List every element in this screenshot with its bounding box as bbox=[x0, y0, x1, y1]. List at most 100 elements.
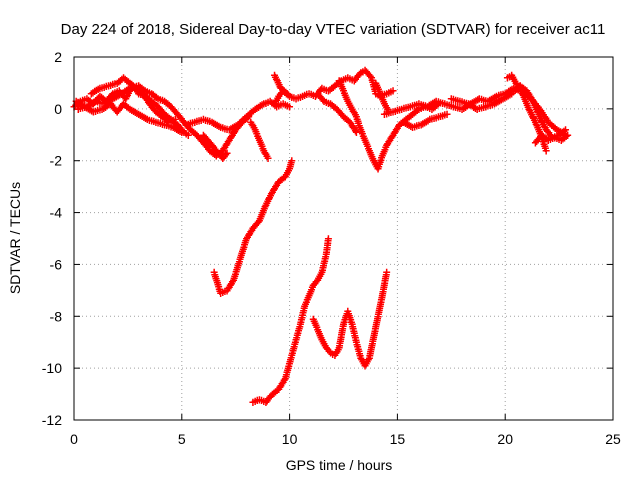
data-point: + bbox=[527, 92, 535, 107]
data-point: + bbox=[212, 144, 220, 159]
data-point: + bbox=[337, 78, 345, 93]
data-point: + bbox=[365, 142, 373, 157]
data-point: + bbox=[534, 133, 542, 148]
data-point: + bbox=[286, 355, 294, 370]
data-point: + bbox=[215, 147, 223, 162]
data-point: + bbox=[239, 242, 247, 257]
data-point: + bbox=[431, 96, 439, 111]
data-point: + bbox=[355, 345, 363, 360]
data-point: + bbox=[374, 88, 382, 103]
data-point: + bbox=[247, 225, 255, 240]
data-point: + bbox=[378, 293, 386, 308]
data-point: + bbox=[182, 118, 190, 133]
data-point: + bbox=[465, 98, 473, 113]
data-point: + bbox=[93, 93, 101, 108]
data-point: + bbox=[510, 73, 518, 88]
data-point: + bbox=[381, 97, 389, 112]
data-point: + bbox=[129, 79, 137, 94]
data-point: + bbox=[184, 117, 192, 132]
data-point: + bbox=[512, 76, 520, 91]
data-point: + bbox=[458, 95, 466, 110]
data-point: + bbox=[206, 136, 214, 151]
data-point: + bbox=[377, 297, 385, 312]
data-point: + bbox=[212, 272, 220, 287]
data-point: + bbox=[388, 130, 396, 145]
data-point: + bbox=[271, 182, 279, 197]
data-point: + bbox=[503, 90, 511, 105]
data-point: + bbox=[318, 266, 326, 281]
data-point: + bbox=[126, 82, 134, 97]
data-point: + bbox=[314, 87, 322, 102]
data-point: + bbox=[542, 142, 550, 157]
data-point: + bbox=[190, 126, 198, 141]
data-point: + bbox=[173, 123, 181, 138]
data-point: + bbox=[273, 74, 281, 89]
data-point: + bbox=[541, 131, 549, 146]
data-point: + bbox=[105, 91, 113, 106]
data-point: + bbox=[443, 98, 451, 113]
data-point: + bbox=[211, 148, 219, 163]
data-point: + bbox=[282, 87, 290, 102]
data-point: + bbox=[400, 102, 408, 117]
data-point: + bbox=[441, 108, 449, 123]
data-point: + bbox=[317, 268, 325, 283]
data-point: + bbox=[153, 91, 161, 106]
data-point: + bbox=[380, 281, 388, 296]
data-point: + bbox=[109, 78, 117, 93]
data-point: + bbox=[285, 359, 293, 374]
data-point: + bbox=[270, 184, 278, 199]
data-point: + bbox=[255, 100, 263, 115]
data-point: + bbox=[345, 307, 353, 322]
data-point: + bbox=[88, 96, 96, 111]
data-point: + bbox=[336, 76, 344, 91]
data-point: + bbox=[151, 103, 159, 118]
data-point: + bbox=[364, 67, 372, 82]
data-point: + bbox=[353, 338, 361, 353]
data-point: + bbox=[334, 76, 342, 91]
data-point: + bbox=[271, 69, 279, 84]
data-point: + bbox=[241, 236, 249, 251]
data-point: + bbox=[324, 232, 332, 247]
data-point: + bbox=[169, 114, 177, 129]
data-point: + bbox=[472, 94, 480, 109]
data-point: + bbox=[72, 95, 80, 110]
data-point: + bbox=[277, 174, 285, 189]
data-point: + bbox=[131, 105, 139, 120]
data-point: + bbox=[197, 133, 205, 148]
data-point: + bbox=[211, 142, 219, 157]
data-point: + bbox=[558, 126, 566, 141]
data-point: + bbox=[553, 129, 561, 144]
data-point: + bbox=[514, 83, 522, 98]
data-point: + bbox=[218, 150, 226, 165]
data-point: + bbox=[480, 93, 488, 108]
data-point: + bbox=[561, 131, 569, 146]
data-point: + bbox=[321, 339, 329, 354]
data-point: + bbox=[123, 84, 131, 99]
data-point: + bbox=[293, 329, 301, 344]
data-point: + bbox=[227, 277, 235, 292]
data-point: + bbox=[117, 100, 125, 115]
data-point: + bbox=[237, 115, 245, 130]
data-point: + bbox=[380, 95, 388, 110]
data-point: + bbox=[102, 100, 110, 115]
data-point: + bbox=[531, 113, 539, 128]
data-point: + bbox=[205, 142, 213, 157]
data-point: + bbox=[256, 133, 264, 148]
data-point: + bbox=[542, 112, 550, 127]
data-point: + bbox=[525, 88, 533, 103]
data-point: + bbox=[324, 234, 332, 249]
data-point: + bbox=[381, 108, 389, 123]
data-point: + bbox=[521, 83, 529, 98]
y-axis-label: SDTVAR / TECUs bbox=[7, 182, 23, 294]
data-point: + bbox=[550, 120, 558, 135]
data-point: + bbox=[100, 80, 108, 95]
data-point: + bbox=[307, 88, 315, 103]
data-point: + bbox=[187, 123, 195, 138]
data-point: + bbox=[297, 315, 305, 330]
data-point: + bbox=[360, 357, 368, 372]
data-point: + bbox=[256, 99, 264, 114]
data-point: + bbox=[417, 118, 425, 133]
data-point: + bbox=[279, 83, 287, 98]
data-point: + bbox=[375, 85, 383, 100]
data-point: + bbox=[144, 92, 152, 107]
